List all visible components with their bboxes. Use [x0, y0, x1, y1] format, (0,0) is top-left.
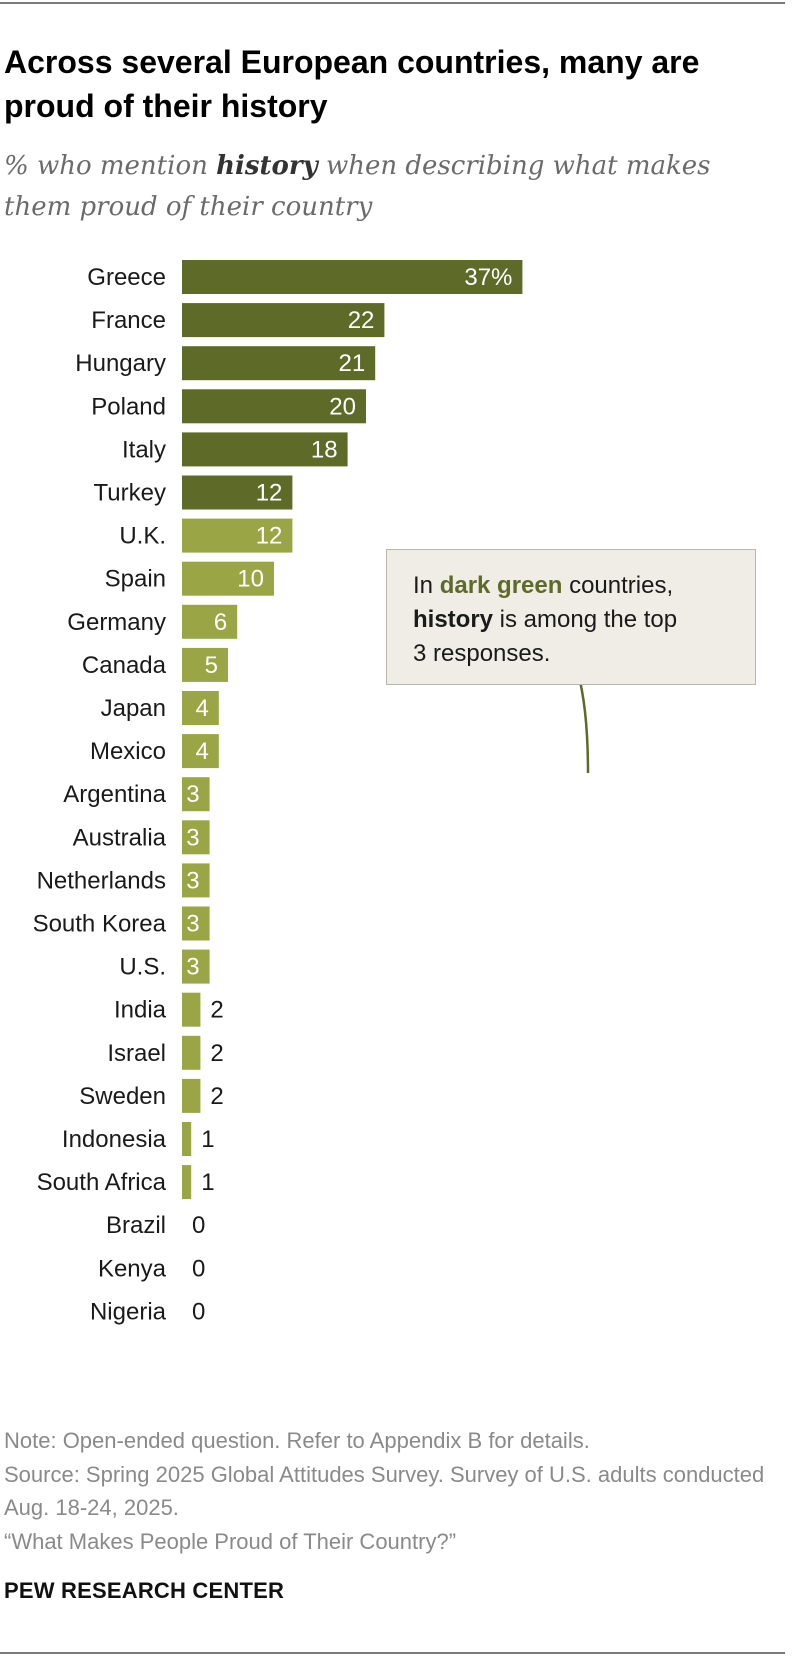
bar-u-k [182, 518, 293, 553]
category-label-canada: Canada [82, 652, 167, 679]
bar-israel [182, 1035, 201, 1070]
category-label-netherlands: Netherlands [37, 867, 166, 894]
bar-greece [182, 260, 523, 294]
category-label-brazil: Brazil [106, 1212, 166, 1239]
category-label-indonesia: Indonesia [62, 1126, 167, 1153]
value-label-netherlands: 3 [186, 867, 199, 894]
category-label-france: France [91, 307, 166, 334]
value-label-israel: 2 [210, 1040, 223, 1067]
value-label-australia: 3 [186, 824, 199, 851]
bar-spain [182, 561, 274, 596]
category-label-u-k: U.K. [119, 523, 166, 550]
bar-turkey [182, 475, 293, 510]
value-label-greece: 37% [464, 264, 512, 291]
value-label-poland: 20 [329, 393, 356, 420]
value-label-india: 2 [210, 997, 223, 1024]
callout-line-3: 3 responses. [413, 640, 551, 667]
bar-france [182, 303, 385, 338]
value-label-spain: 10 [237, 566, 264, 593]
value-label-italy: 18 [311, 436, 338, 463]
value-label-nigeria: 0 [192, 1298, 205, 1325]
category-label-hungary: Hungary [75, 350, 166, 377]
category-label-nigeria: Nigeria [90, 1298, 167, 1325]
bar-canada [182, 647, 228, 682]
value-label-japan: 4 [195, 695, 208, 722]
value-label-kenya: 0 [192, 1255, 205, 1282]
top-rule [0, 2, 785, 4]
value-label-canada: 5 [205, 652, 218, 679]
category-label-germany: Germany [67, 609, 166, 636]
bar-germany [182, 604, 238, 639]
category-label-poland: Poland [91, 393, 166, 420]
bar-south-korea [182, 906, 210, 941]
value-label-u-k: 12 [256, 523, 283, 550]
category-label-kenya: Kenya [98, 1255, 167, 1282]
category-label-australia: Australia [73, 824, 167, 851]
category-label-turkey: Turkey [94, 480, 166, 507]
value-label-turkey: 12 [256, 480, 283, 507]
bar-netherlands [182, 863, 210, 898]
value-label-argentina: 3 [186, 781, 199, 808]
category-label-italy: Italy [122, 436, 166, 463]
bar-poland [182, 389, 366, 424]
callout-box: In dark green countries, history is amon… [386, 549, 756, 685]
note-text: Note: Open-ended question. Refer to Appe… [4, 1428, 590, 1453]
notes: Note: Open-ended question. Refer to Appe… [4, 1424, 784, 1558]
bar-italy [182, 432, 348, 467]
bar-south-africa [182, 1165, 192, 1200]
bar-india [182, 992, 201, 1027]
category-label-u-s: U.S. [119, 954, 166, 981]
bottom-rule [0, 1652, 785, 1654]
value-label-u-s: 3 [186, 954, 199, 981]
subtitle-bold: history [216, 151, 318, 181]
bar-hungary [182, 346, 376, 381]
bar-mexico [182, 734, 219, 769]
bar-australia [182, 820, 210, 855]
category-label-israel: Israel [107, 1040, 166, 1067]
category-label-south-africa: South Africa [37, 1169, 167, 1196]
category-label-sweden: Sweden [79, 1083, 166, 1110]
category-label-spain: Spain [105, 566, 166, 593]
bar-argentina [182, 777, 210, 812]
subtitle-post: when describing what makes them proud of… [4, 151, 711, 222]
value-label-south-africa: 1 [201, 1169, 214, 1196]
bar-u-s [182, 949, 210, 984]
chart-subtitle: % who mention history when describing wh… [4, 146, 784, 228]
value-label-hungary: 21 [338, 350, 365, 377]
value-label-south-korea: 3 [186, 911, 199, 938]
category-label-greece: Greece [87, 264, 166, 291]
brand-logo: PEW RESEARCH CENTER [4, 1578, 285, 1603]
callout-highlight: dark green [439, 572, 563, 599]
category-label-mexico: Mexico [90, 738, 166, 765]
subtitle-pre: % who mention [4, 151, 217, 181]
bar-indonesia [182, 1122, 192, 1156]
category-label-south-korea: South Korea [33, 911, 167, 938]
callout-line-2: history is among the top [413, 606, 678, 633]
callout-line-1: In dark green countries, [413, 572, 674, 599]
value-label-sweden: 2 [210, 1083, 223, 1110]
bar-japan [182, 691, 219, 725]
callout-bold: history [413, 606, 494, 633]
report-title: “What Makes People Proud of Their Countr… [4, 1528, 457, 1554]
value-label-indonesia: 1 [201, 1126, 214, 1153]
source-text: Source: Spring 2025 Global Attitudes Sur… [4, 1461, 765, 1521]
value-label-france: 22 [348, 307, 375, 334]
value-label-germany: 6 [214, 609, 227, 636]
category-label-japan: Japan [101, 695, 166, 722]
value-label-mexico: 4 [195, 738, 208, 765]
category-label-india: India [114, 997, 167, 1024]
value-label-brazil: 0 [192, 1212, 205, 1239]
chart-title: Across several European countries, many … [4, 44, 700, 124]
bar-sweden [182, 1078, 201, 1113]
category-label-argentina: Argentina [63, 781, 166, 808]
